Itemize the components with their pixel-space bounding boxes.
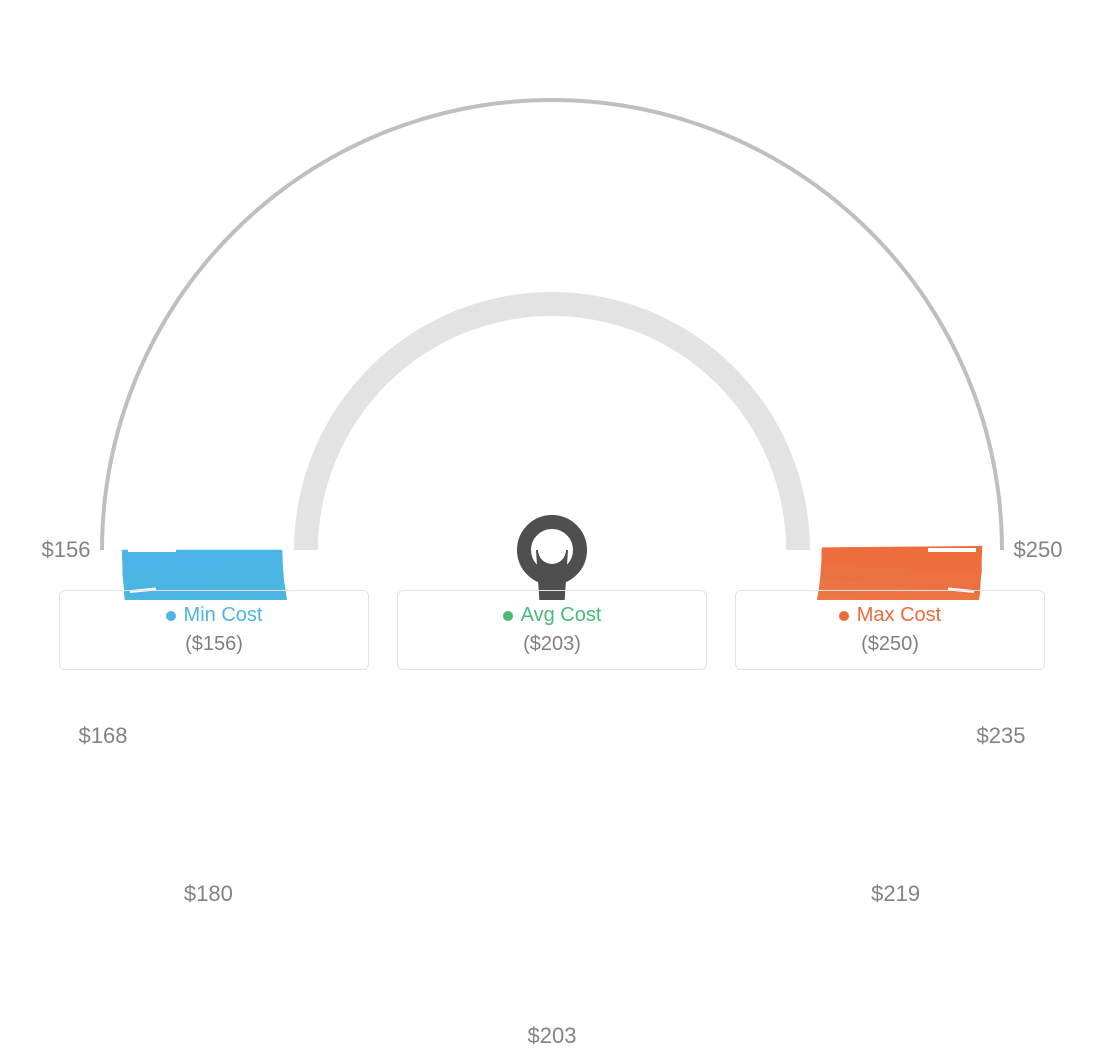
gauge-tick-label: $180 xyxy=(184,881,233,907)
gauge-tick-label: $168 xyxy=(79,723,128,749)
gauge-chart: $156$168$180$203$219$235$250 xyxy=(52,40,1052,600)
gauge-tick-label: $235 xyxy=(977,723,1026,749)
legend-avg-value: ($203) xyxy=(523,633,581,656)
legend-max-dot xyxy=(839,611,849,621)
legend-row: Min Cost ($156) Avg Cost ($203) Max Cost… xyxy=(59,590,1045,670)
legend-max-label: Max Cost xyxy=(857,604,941,627)
gauge-svg xyxy=(52,40,1052,600)
legend-min-value: ($156) xyxy=(185,633,243,656)
gauge-tick-label: $250 xyxy=(1014,537,1063,563)
gauge-tick-label: $203 xyxy=(528,1023,577,1049)
legend-avg-label: Avg Cost xyxy=(521,604,602,627)
legend-min-label: Min Cost xyxy=(184,604,263,627)
legend-min-dot xyxy=(166,611,176,621)
legend-max: Max Cost ($250) xyxy=(735,590,1045,670)
legend-avg: Avg Cost ($203) xyxy=(397,590,707,670)
legend-avg-dot xyxy=(503,611,513,621)
legend-min: Min Cost ($156) xyxy=(59,590,369,670)
gauge-tick-label: $156 xyxy=(42,537,91,563)
gauge-tick-label: $219 xyxy=(871,881,920,907)
legend-max-value: ($250) xyxy=(861,633,919,656)
